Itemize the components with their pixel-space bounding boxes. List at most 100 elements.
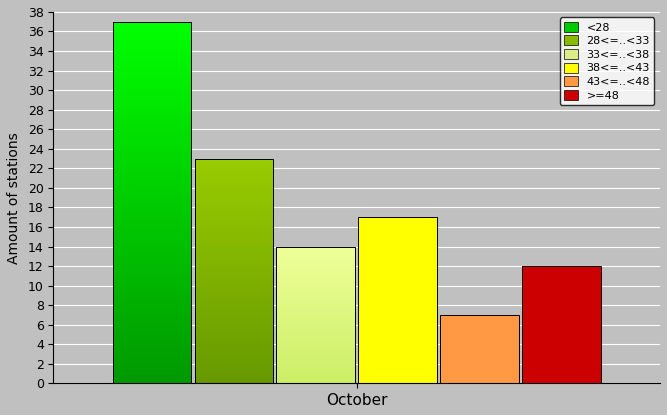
Bar — [522, 299, 601, 300]
Bar — [440, 351, 519, 352]
Bar — [113, 210, 191, 213]
Bar — [195, 163, 273, 165]
Bar — [195, 336, 273, 338]
Bar — [522, 286, 601, 287]
Bar — [113, 213, 191, 217]
Bar — [195, 381, 273, 383]
Bar — [195, 201, 273, 203]
Bar — [522, 351, 601, 352]
Bar — [358, 232, 437, 234]
Bar — [276, 307, 356, 308]
Bar — [522, 356, 601, 358]
Bar — [195, 203, 273, 206]
Bar — [358, 305, 437, 307]
Bar — [358, 264, 437, 265]
Bar — [195, 159, 273, 161]
Bar — [195, 347, 273, 349]
Bar — [358, 324, 437, 325]
Bar — [276, 292, 356, 293]
Bar — [522, 355, 601, 356]
Bar — [195, 322, 273, 325]
Bar — [113, 376, 191, 380]
Bar — [358, 247, 437, 249]
Bar — [522, 369, 601, 371]
Bar — [195, 300, 273, 303]
Bar — [358, 282, 437, 283]
Bar — [276, 378, 356, 379]
Bar — [195, 170, 273, 172]
Bar — [440, 350, 519, 351]
Bar — [113, 22, 191, 25]
Bar — [276, 290, 356, 292]
Bar — [113, 163, 191, 166]
Bar — [440, 349, 519, 350]
Bar — [440, 319, 519, 320]
Bar — [522, 281, 601, 283]
Bar — [113, 344, 191, 347]
Bar — [113, 173, 191, 177]
Bar — [522, 278, 601, 279]
Bar — [276, 283, 356, 285]
Bar — [113, 289, 191, 293]
Bar — [522, 285, 601, 286]
Bar — [113, 286, 191, 289]
Bar — [195, 257, 273, 260]
Bar — [440, 343, 519, 344]
Bar — [522, 333, 601, 334]
Bar — [276, 331, 356, 333]
Bar — [276, 253, 356, 255]
Bar — [358, 374, 437, 375]
Bar — [440, 324, 519, 325]
Bar — [195, 291, 273, 293]
Bar — [358, 357, 437, 359]
Bar — [358, 267, 437, 269]
Bar — [358, 377, 437, 378]
Bar — [358, 330, 437, 332]
Bar — [113, 221, 191, 224]
Bar — [522, 354, 601, 355]
Bar — [276, 352, 356, 353]
Bar — [113, 347, 191, 351]
Bar — [522, 279, 601, 280]
Bar — [276, 270, 356, 271]
Bar — [276, 251, 356, 252]
Bar — [195, 276, 273, 278]
Bar — [113, 170, 191, 173]
Bar — [358, 290, 437, 292]
Bar — [358, 300, 437, 302]
Bar — [113, 120, 191, 123]
Bar — [113, 90, 191, 94]
Bar — [113, 36, 191, 40]
Bar — [276, 356, 356, 357]
Bar — [358, 252, 437, 254]
Bar — [276, 257, 356, 259]
Bar — [358, 317, 437, 319]
Bar — [195, 289, 273, 291]
Bar — [440, 341, 519, 342]
Bar — [440, 329, 519, 330]
Bar — [440, 364, 519, 365]
Bar — [522, 277, 601, 278]
Bar — [358, 242, 437, 244]
Bar — [522, 274, 601, 276]
Bar — [276, 338, 356, 339]
Bar — [113, 373, 191, 376]
Bar — [276, 252, 356, 253]
Bar — [440, 374, 519, 375]
Bar — [358, 342, 437, 344]
Bar — [276, 282, 356, 283]
Bar — [440, 381, 519, 382]
Bar — [195, 206, 273, 208]
Bar — [113, 340, 191, 344]
Bar — [358, 239, 437, 240]
Bar — [358, 224, 437, 225]
Bar — [113, 177, 191, 181]
Bar — [522, 330, 601, 331]
Bar — [195, 174, 273, 176]
Bar — [113, 83, 191, 87]
Bar — [440, 345, 519, 346]
Bar — [358, 255, 437, 257]
Bar — [113, 108, 191, 112]
Bar — [522, 266, 601, 267]
Bar — [276, 293, 356, 294]
